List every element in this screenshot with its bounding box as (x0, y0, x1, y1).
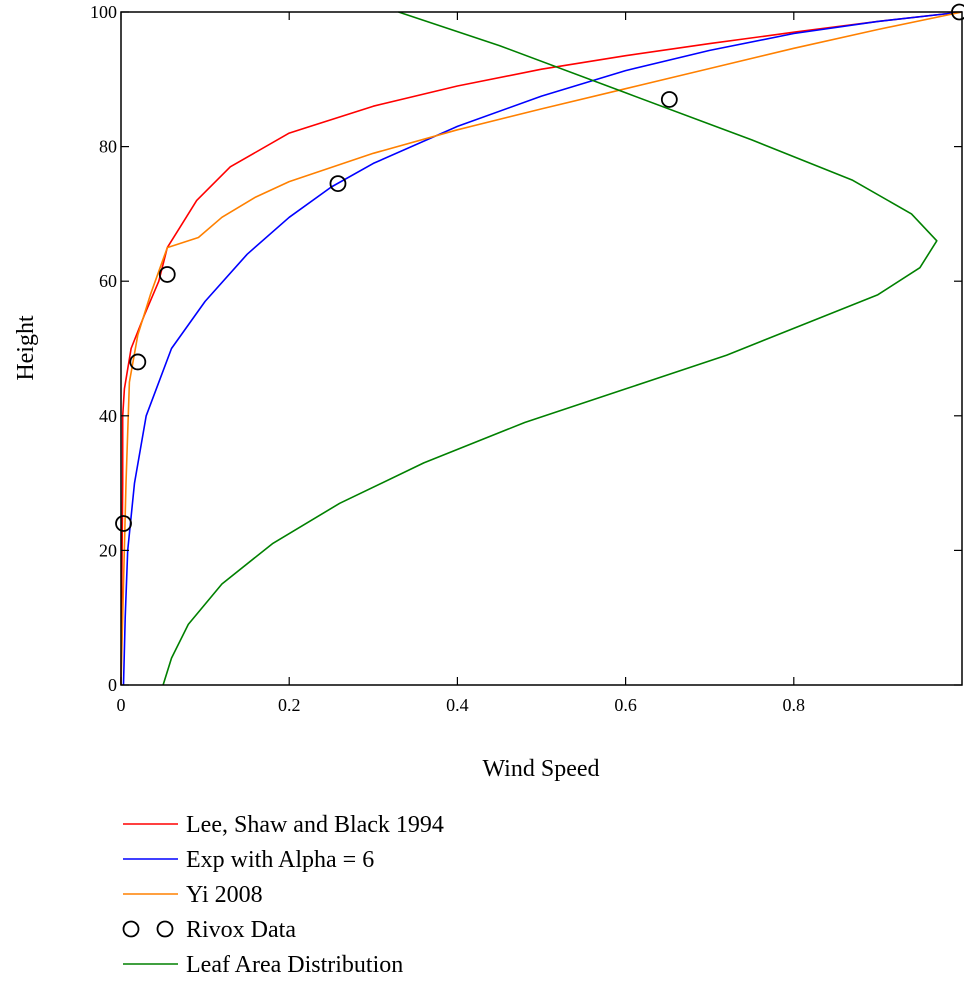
legend-label: Rivox Data (186, 917, 296, 943)
series-line-5 (162, 11, 938, 686)
data-point-marker (329, 175, 347, 193)
plot-frame (120, 11, 963, 686)
legend-label: Lee, Shaw and Black 1994 (186, 812, 444, 838)
legend-item: Rivox Data (122, 917, 296, 943)
series-line-3 (120, 11, 963, 686)
legend-item: Exp with Alpha = 6 (123, 847, 374, 873)
series-layer (115, 3, 964, 686)
data-point-marker (158, 266, 176, 283)
x-tick-label: 0.4 (446, 695, 469, 715)
legend-marker-circle (156, 920, 174, 938)
y-tick-label: 40 (99, 406, 117, 426)
y-axis-title: Height (13, 315, 39, 381)
legend-item: Lee, Shaw and Black 1994 (123, 812, 444, 838)
legend-item: Yi 2008 (123, 882, 263, 908)
y-tick-label: 60 (99, 271, 117, 291)
legend-marker-circle (122, 920, 140, 938)
legend: Lee, Shaw and Black 1994 Exp with Alpha =… (122, 812, 444, 978)
plot-background (121, 12, 962, 685)
x-tick-label: 0.2 (278, 695, 301, 715)
series-line-2 (122, 11, 963, 686)
legend-label: Leaf Area Distribution (186, 952, 403, 978)
y-tick-label: 80 (99, 137, 117, 157)
series-line-1 (120, 11, 963, 686)
ticks-layer: 0 0.2 0.4 0.6 0.8 0 20 40 60 80 100 (90, 2, 962, 715)
data-point-marker (660, 91, 678, 108)
legend-label: Yi 2008 (186, 882, 263, 908)
data-point-marker (129, 353, 147, 371)
y-tick-label: 100 (90, 2, 117, 22)
legend-label: Exp with Alpha = 6 (186, 847, 374, 873)
legend-item: Leaf Area Distribution (123, 952, 403, 978)
x-tick-label: 0.8 (783, 695, 806, 715)
x-tick-label: 0.6 (614, 695, 637, 715)
y-tick-label: 20 (99, 540, 117, 560)
y-tick-label: 0 (108, 675, 117, 695)
x-axis-title: Wind Speed (482, 756, 599, 782)
data-point-marker (115, 515, 132, 532)
x-tick-label: 0 (117, 695, 126, 715)
